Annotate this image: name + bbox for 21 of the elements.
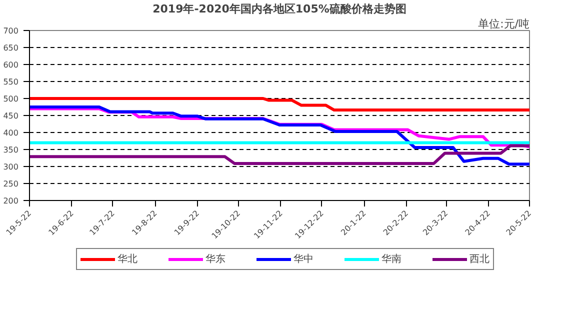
- y-tick-label: 500: [3, 94, 19, 104]
- y-tick-label: 200: [3, 196, 19, 206]
- y-tick-label: 550: [3, 78, 19, 86]
- y-tick-label: 450: [3, 112, 19, 120]
- y-tick-label: 350: [3, 146, 19, 154]
- line-series: [30, 144, 530, 165]
- legend-label: 西北: [470, 252, 490, 266]
- legend-label: 华北: [118, 252, 138, 266]
- legend-label: 华东: [206, 252, 226, 266]
- y-tick-label: 700: [3, 26, 19, 36]
- line-series: [30, 106, 530, 166]
- legend-label: 华中: [294, 252, 314, 266]
- chart-title: 2019年-2020年国内各地区105%硫酸价格走势图: [152, 2, 406, 16]
- y-tick-label: 600: [3, 60, 19, 70]
- legend-label: 华南: [382, 252, 402, 266]
- y-tick-label: 650: [3, 44, 19, 52]
- annotation: 单位:元/吨: [478, 18, 530, 30]
- y-tick-label: 300: [3, 162, 19, 172]
- y-tick-label: 400: [3, 128, 19, 138]
- line-series: [30, 97, 530, 112]
- y-tick-label: 250: [3, 180, 19, 188]
